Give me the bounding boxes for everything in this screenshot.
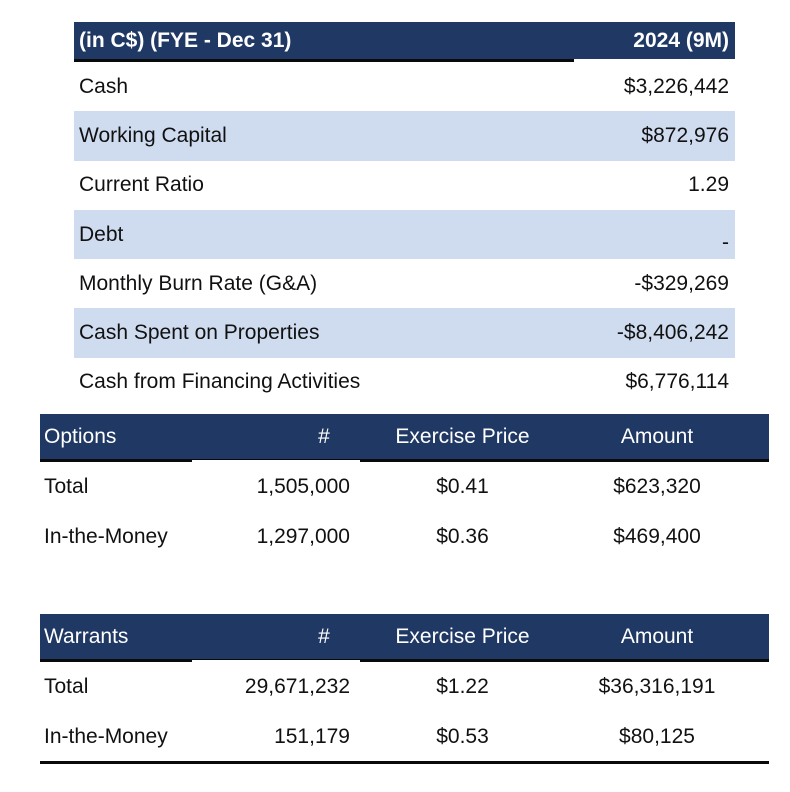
- col-header-options: Options: [44, 424, 117, 448]
- col-header-amount: Amount: [620, 624, 694, 648]
- row-cash-from-financing: Cash from Financing Activities $6,776,11…: [74, 358, 735, 407]
- row-label: Working Capital: [79, 123, 227, 147]
- row-label: Total: [44, 675, 89, 698]
- row-price: $0.53: [436, 725, 489, 748]
- row-cash-spent-properties: Cash Spent on Properties -$8,406,242: [74, 308, 735, 358]
- row-label: In-the-Money: [44, 725, 168, 748]
- col-header-exercise-price: Exercise Price: [395, 424, 530, 448]
- row-value: $6,776,114: [625, 370, 729, 394]
- warrants-header: Warrants # Exercise Price Amount: [40, 614, 769, 663]
- col-header-amount: Amount: [620, 424, 694, 448]
- row-label: Cash Spent on Properties: [79, 321, 320, 345]
- row-label: Current Ratio: [79, 173, 204, 197]
- row-count: 1,297,000: [256, 525, 350, 548]
- row-count: 29,671,232: [244, 675, 350, 698]
- row-monthly-burn-rate: Monthly Burn Rate (G&A) -$329,269: [74, 259, 735, 308]
- header-gap: [192, 460, 360, 463]
- row-label: Cash from Financing Activities: [79, 370, 361, 394]
- currency-fye-label: (in C$) (FYE - Dec 31): [79, 28, 292, 52]
- row-label: Cash: [79, 74, 129, 98]
- row-count: 151,179: [274, 725, 350, 748]
- row-value: -: [722, 231, 729, 255]
- row-value: -$329,269: [634, 271, 729, 295]
- row-value: $872,976: [641, 123, 729, 147]
- row-label: Monthly Burn Rate (G&A): [79, 271, 318, 295]
- financial-summary-header: (in C$) (FYE - Dec 31) 2024 (9M): [74, 22, 735, 62]
- table-row: Total 29,671,232 $1.22 $36,316,191: [40, 662, 769, 712]
- col-header-count: #: [318, 624, 330, 648]
- row-amount: $80,125: [619, 725, 695, 748]
- options-header: Options # Exercise Price Amount: [40, 414, 769, 463]
- financial-summary-table: (in C$) (FYE - Dec 31) 2024 (9M) Cash $3…: [74, 22, 735, 407]
- row-label: Debt: [79, 222, 124, 246]
- row-amount: $623,320: [613, 475, 701, 498]
- row-working-capital: Working Capital $872,976: [74, 111, 735, 161]
- col-header-count: #: [318, 424, 330, 448]
- options-table: Options # Exercise Price Amount Total 1,…: [40, 414, 769, 562]
- row-price: $0.36: [436, 525, 489, 548]
- table-row: Total 1,505,000 $0.41 $623,320: [40, 462, 769, 512]
- row-value: $3,226,442: [623, 74, 729, 98]
- row-value: -$8,406,242: [616, 321, 729, 345]
- row-value: 1.29: [688, 173, 729, 197]
- row-label: In-the-Money: [44, 525, 168, 548]
- bottom-rule: [40, 761, 769, 764]
- col-header-exercise-price: Exercise Price: [395, 624, 530, 648]
- row-current-ratio: Current Ratio 1.29: [74, 161, 735, 210]
- row-price: $1.22: [436, 675, 489, 698]
- row-amount: $36,316,191: [598, 675, 716, 698]
- row-amount: $469,400: [613, 525, 701, 548]
- table-row: In-the-Money 1,297,000 $0.36 $469,400: [40, 512, 769, 562]
- period-label: 2024 (9M): [633, 28, 729, 52]
- row-cash: Cash $3,226,442: [74, 62, 735, 111]
- row-count: 1,505,000: [256, 475, 350, 498]
- row-debt: Debt -: [74, 209, 735, 260]
- warrants-table: Warrants # Exercise Price Amount Total 2…: [40, 614, 769, 762]
- header-gap: [192, 660, 360, 663]
- row-label: Total: [44, 475, 89, 498]
- row-price: $0.41: [436, 475, 489, 498]
- col-header-warrants: Warrants: [44, 624, 129, 648]
- table-row: In-the-Money 151,179 $0.53 $80,125: [40, 712, 769, 762]
